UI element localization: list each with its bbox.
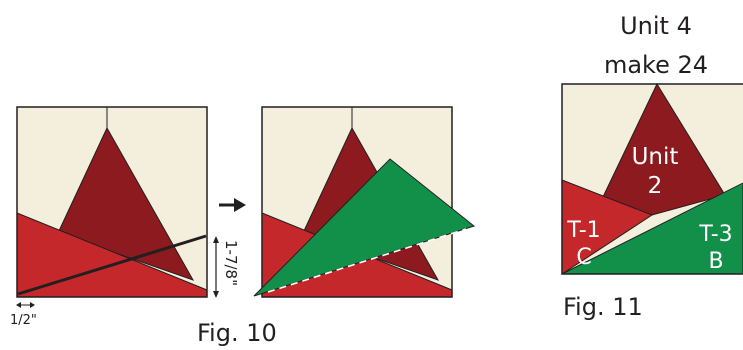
measure-arrowhead-top bbox=[213, 236, 219, 243]
vertical-measurement: 1-7/8" bbox=[213, 236, 240, 298]
cutting-line bbox=[17, 234, 207, 296]
center-label-line2: 2 bbox=[648, 173, 663, 199]
unit-make-count: make 24 bbox=[604, 51, 708, 79]
fig11-caption: Fig. 11 bbox=[563, 293, 643, 321]
fig10-caption: Fig. 10 bbox=[197, 319, 277, 347]
horizontal-measurement: 1/2" bbox=[10, 302, 37, 328]
center-label-line1: Unit bbox=[632, 144, 679, 170]
measure-label-vertical: 1-7/8" bbox=[222, 240, 240, 286]
measure-arrowhead-bottom bbox=[213, 291, 219, 298]
fig10-block-before bbox=[16, 106, 208, 298]
fig10-block-after bbox=[253, 106, 476, 298]
measure-arrowhead-left bbox=[16, 302, 21, 308]
measure-label-horizontal: 1/2" bbox=[10, 313, 37, 328]
block-outline bbox=[261, 106, 453, 298]
right-arrow-icon bbox=[219, 198, 246, 212]
left-label-line1: T-1 bbox=[566, 218, 600, 243]
left-label-line2: C bbox=[576, 245, 591, 270]
measure-arrowhead-right bbox=[30, 302, 35, 308]
right-label-line2: B bbox=[708, 249, 723, 274]
fig11-unit-block: Unit 2 T-1 C T-3 B bbox=[561, 82, 743, 275]
block-outline bbox=[561, 83, 743, 275]
right-label-line1: T-3 bbox=[698, 222, 732, 247]
block-outline bbox=[16, 106, 208, 298]
unit-title: Unit 4 bbox=[620, 12, 692, 40]
dashed-stitch-line bbox=[267, 228, 467, 293]
